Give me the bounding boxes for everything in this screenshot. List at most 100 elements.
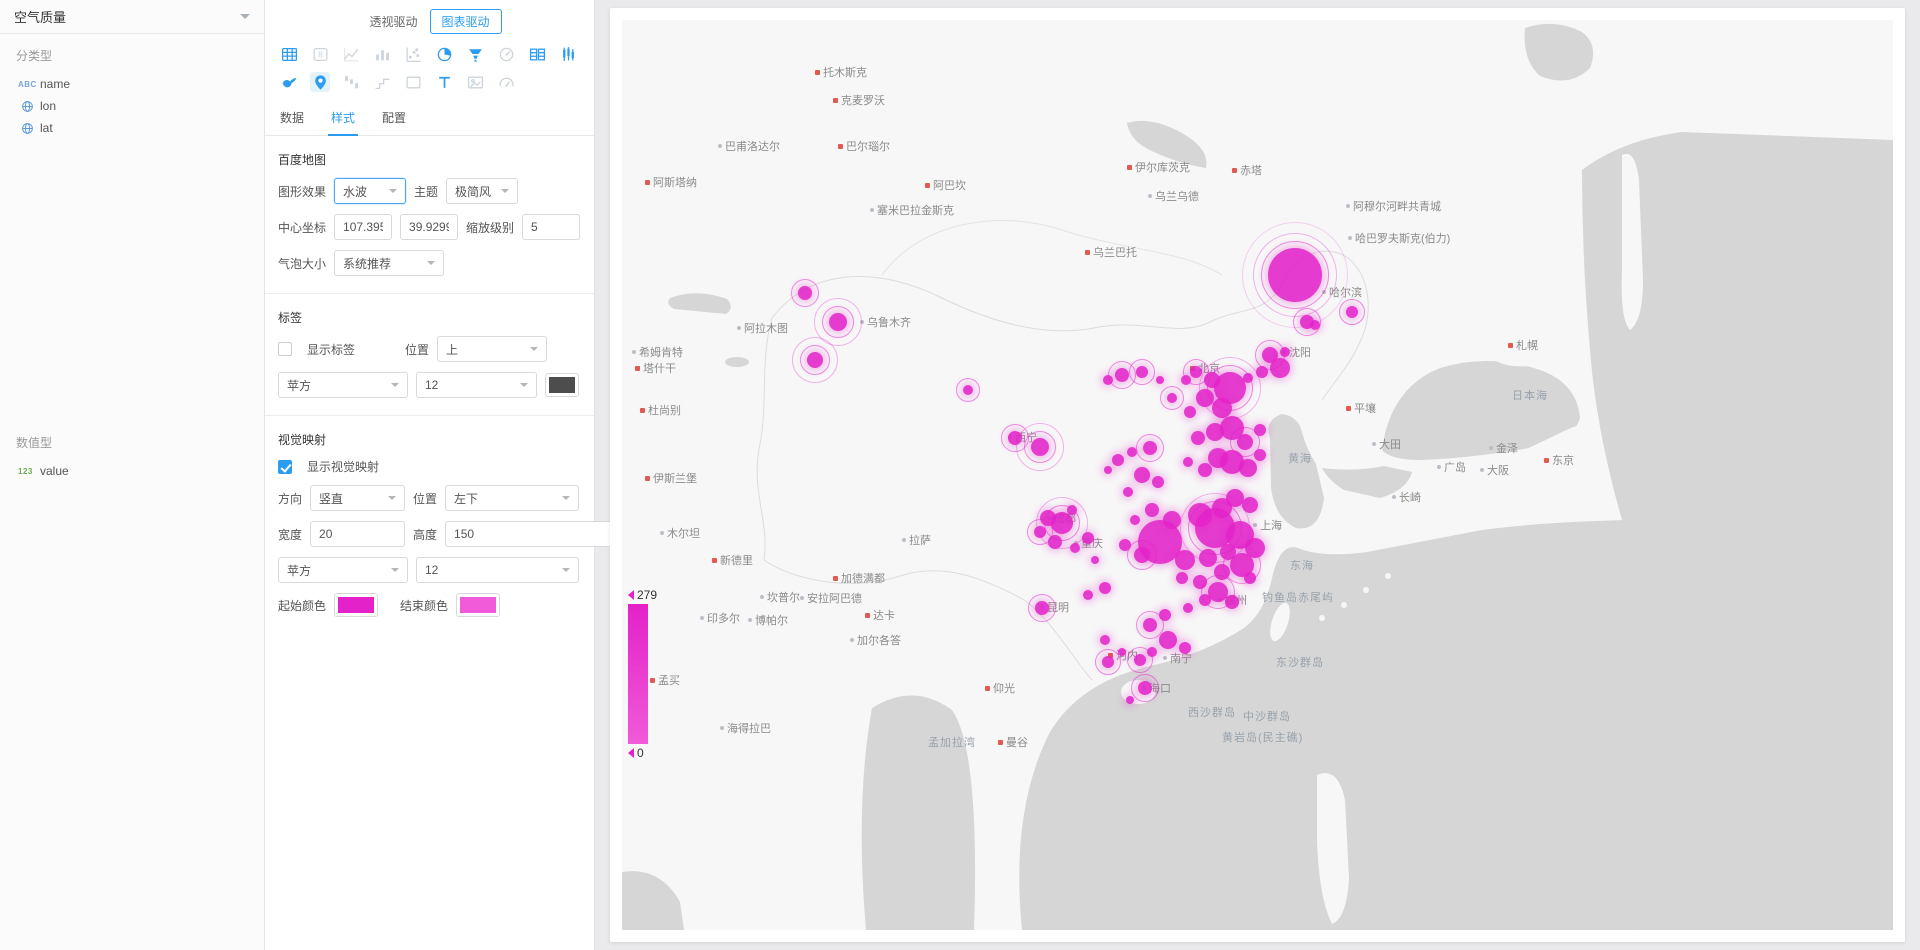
effect-select[interactable]: 水波 bbox=[334, 178, 407, 204]
city-marker-dot bbox=[1372, 442, 1376, 446]
text-icon[interactable] bbox=[434, 72, 454, 92]
label-font-color-fill bbox=[549, 377, 575, 393]
style-form: 百度地图 图形效果 水波 主题 极简风 中心坐标 缩放级别 bbox=[265, 151, 619, 637]
city-marker-dot bbox=[748, 618, 752, 622]
city-label: 伊尔库茨克 bbox=[1127, 159, 1190, 175]
line-chart-icon[interactable] bbox=[341, 44, 361, 64]
direction-select[interactable]: 竖直 bbox=[310, 485, 406, 511]
scatter-chart-icon[interactable] bbox=[403, 44, 423, 64]
table-chart-icon[interactable] bbox=[279, 44, 299, 64]
field-item-value[interactable]: 123 value bbox=[16, 460, 248, 482]
pie-chart-icon[interactable] bbox=[434, 44, 454, 64]
label-position-label: 位置 bbox=[405, 342, 430, 357]
city-marker-dot bbox=[1437, 465, 1441, 469]
label-position-select[interactable]: 上 bbox=[437, 336, 548, 362]
media-icon[interactable] bbox=[465, 72, 485, 92]
bubble-size-select[interactable]: 系统推荐 bbox=[334, 250, 445, 276]
city-label: 博帕尔 bbox=[748, 612, 788, 628]
number-card-icon[interactable]: 8 bbox=[310, 44, 330, 64]
sea-label: 中沙群岛 bbox=[1243, 711, 1291, 723]
city-label: 克麦罗沃 bbox=[833, 92, 885, 108]
sea-label: 黄海 bbox=[1288, 453, 1312, 465]
chevron-down-icon bbox=[520, 383, 528, 387]
section-divider bbox=[265, 415, 594, 416]
vm-position-select[interactable]: 左下 bbox=[445, 485, 579, 511]
end-color-swatch[interactable] bbox=[456, 593, 501, 617]
city-label: 希姆肯特 bbox=[632, 344, 683, 360]
city-label: 木尔坦 bbox=[660, 525, 700, 541]
city-label: 金泽 bbox=[1489, 440, 1518, 456]
chevron-down-icon bbox=[388, 496, 397, 500]
svg-text:8: 8 bbox=[318, 49, 323, 59]
chevron-down-icon bbox=[391, 383, 399, 387]
end-color-label: 结束颜色 bbox=[400, 598, 449, 613]
city-label: 东京 bbox=[1544, 452, 1574, 468]
field-item-lon[interactable]: lon bbox=[16, 95, 248, 117]
city-label: 乌兰巴托 bbox=[1085, 244, 1137, 260]
label-font-size-select[interactable]: 12 bbox=[416, 372, 537, 398]
center-lat-input[interactable] bbox=[400, 214, 459, 240]
direction-label: 方向 bbox=[278, 491, 303, 506]
vm-font-select[interactable]: 苹方 bbox=[278, 557, 408, 583]
city-label: 伊斯兰堡 bbox=[645, 470, 697, 486]
funnel-chart-icon[interactable] bbox=[465, 44, 485, 64]
chart-type-row-2 bbox=[265, 65, 594, 93]
city-marker-dot bbox=[1508, 342, 1513, 348]
show-visual-map-checkbox[interactable] bbox=[278, 459, 292, 474]
label-font-select[interactable]: 苹方 bbox=[278, 372, 408, 398]
tab-config[interactable]: 配置 bbox=[382, 111, 407, 125]
label-font-size-value: 12 bbox=[425, 378, 439, 392]
city-label: 乌兰乌德 bbox=[1148, 188, 1199, 204]
field-item-lat[interactable]: lat bbox=[16, 117, 248, 139]
kline-chart-icon[interactable] bbox=[558, 44, 578, 64]
zoom-input[interactable] bbox=[522, 214, 581, 240]
theme-select[interactable]: 极简风 bbox=[446, 178, 519, 204]
bar-chart-icon[interactable] bbox=[372, 44, 392, 64]
migration-map-icon[interactable] bbox=[279, 72, 299, 92]
show-label-checkbox[interactable] bbox=[278, 342, 292, 356]
map-canvas[interactable]: 托木斯克 克麦罗沃 巴尔瑙尔 巴甫洛达尔 伊尔库茨克 赤塔 阿巴坎 阿斯塔纳 塞米巴拉金斯克 乌兰… bbox=[622, 20, 1893, 930]
city-marker-dot bbox=[640, 407, 645, 413]
theme-value: 极简风 bbox=[455, 184, 492, 199]
center-lng-input[interactable] bbox=[334, 214, 393, 240]
city-label: 托木斯克 bbox=[815, 64, 867, 80]
city-marker-dot bbox=[1253, 523, 1257, 527]
point-map-icon[interactable] bbox=[310, 72, 330, 92]
effect-value: 水波 bbox=[343, 184, 368, 199]
city-label: 上海 bbox=[1253, 517, 1282, 533]
rect-border-icon[interactable] bbox=[403, 72, 423, 92]
width-input[interactable] bbox=[310, 521, 406, 547]
tab-style[interactable]: 样式 bbox=[328, 100, 359, 136]
gauge-chart-icon[interactable] bbox=[496, 44, 516, 64]
measure-field-list: 123 value bbox=[16, 460, 248, 482]
mode-pivot-button[interactable]: 透视驱动 bbox=[369, 15, 418, 29]
mode-chart-button[interactable]: 图表驱动 bbox=[429, 9, 502, 34]
start-color-swatch[interactable] bbox=[334, 593, 379, 617]
city-label: 印多尔 bbox=[700, 610, 740, 626]
field-name: value bbox=[40, 464, 69, 478]
dataset-header[interactable]: 空气质量 bbox=[0, 0, 264, 34]
city-marker-dot bbox=[833, 97, 838, 103]
step-line-icon[interactable] bbox=[372, 72, 392, 92]
center-label: 中心坐标 bbox=[278, 220, 327, 235]
tab-data[interactable]: 数据 bbox=[280, 111, 305, 125]
vm-position-label: 位置 bbox=[413, 491, 438, 506]
chevron-down-icon bbox=[562, 568, 570, 572]
map-card: 托木斯克 克麦罗沃 巴尔瑙尔 巴甫洛达尔 伊尔库茨克 赤塔 阿巴坎 阿斯塔纳 塞米巴拉金斯克 乌兰… bbox=[610, 8, 1905, 942]
dashboard-icon[interactable] bbox=[496, 72, 516, 92]
vm-font-size-select[interactable]: 12 bbox=[416, 557, 579, 583]
show-visual-map-text: 显示视觉映射 bbox=[307, 460, 380, 474]
city-marker-dot bbox=[1489, 446, 1493, 450]
string-type-icon: ABC bbox=[18, 79, 37, 89]
waterfall-chart-icon[interactable] bbox=[341, 72, 361, 92]
visual-map-section-title: 视觉映射 bbox=[278, 433, 327, 447]
label-font-color-swatch[interactable] bbox=[545, 373, 579, 397]
grid-table-icon[interactable] bbox=[527, 44, 547, 64]
field-item-name[interactable]: ABC name bbox=[16, 73, 248, 95]
city-label: 乌鲁木齐 bbox=[860, 314, 911, 330]
mode-toggle: 透视驱动 图表驱动 bbox=[265, 0, 594, 37]
height-input[interactable] bbox=[445, 521, 619, 547]
config-tabs: 数据 样式 配置 bbox=[265, 100, 594, 136]
start-color-fill bbox=[338, 597, 375, 613]
